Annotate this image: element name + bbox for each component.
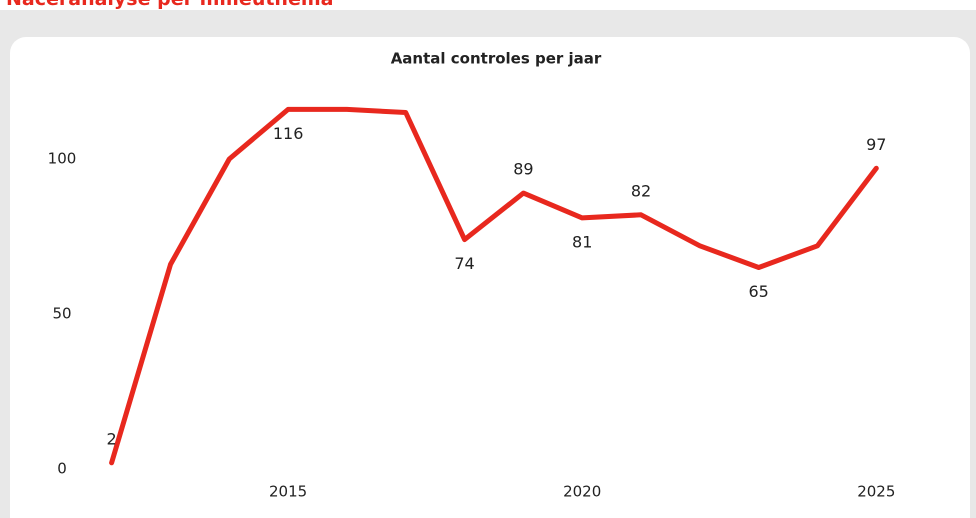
x-tick-label: 2020 bbox=[563, 483, 601, 501]
page-heading: Naceranalyse per milieuthema bbox=[6, 0, 333, 10]
y-tick-label: 100 bbox=[48, 150, 77, 168]
data-label: 97 bbox=[866, 135, 886, 154]
y-tick-label: 50 bbox=[52, 305, 71, 323]
x-tick-label: 2025 bbox=[857, 483, 895, 501]
data-label: 116 bbox=[273, 124, 304, 143]
y-tick-label: 0 bbox=[57, 460, 67, 478]
data-label: 2 bbox=[107, 429, 117, 448]
line-series bbox=[109, 106, 879, 466]
data-label: 82 bbox=[631, 181, 651, 200]
data-label: 65 bbox=[748, 282, 768, 301]
data-label: 81 bbox=[572, 232, 592, 251]
x-tick-label: 2015 bbox=[269, 483, 307, 501]
data-label: 74 bbox=[454, 254, 474, 273]
data-label: 89 bbox=[513, 160, 533, 179]
chart-card bbox=[10, 37, 970, 518]
chart-title: Aantal controles per jaar bbox=[391, 50, 602, 68]
